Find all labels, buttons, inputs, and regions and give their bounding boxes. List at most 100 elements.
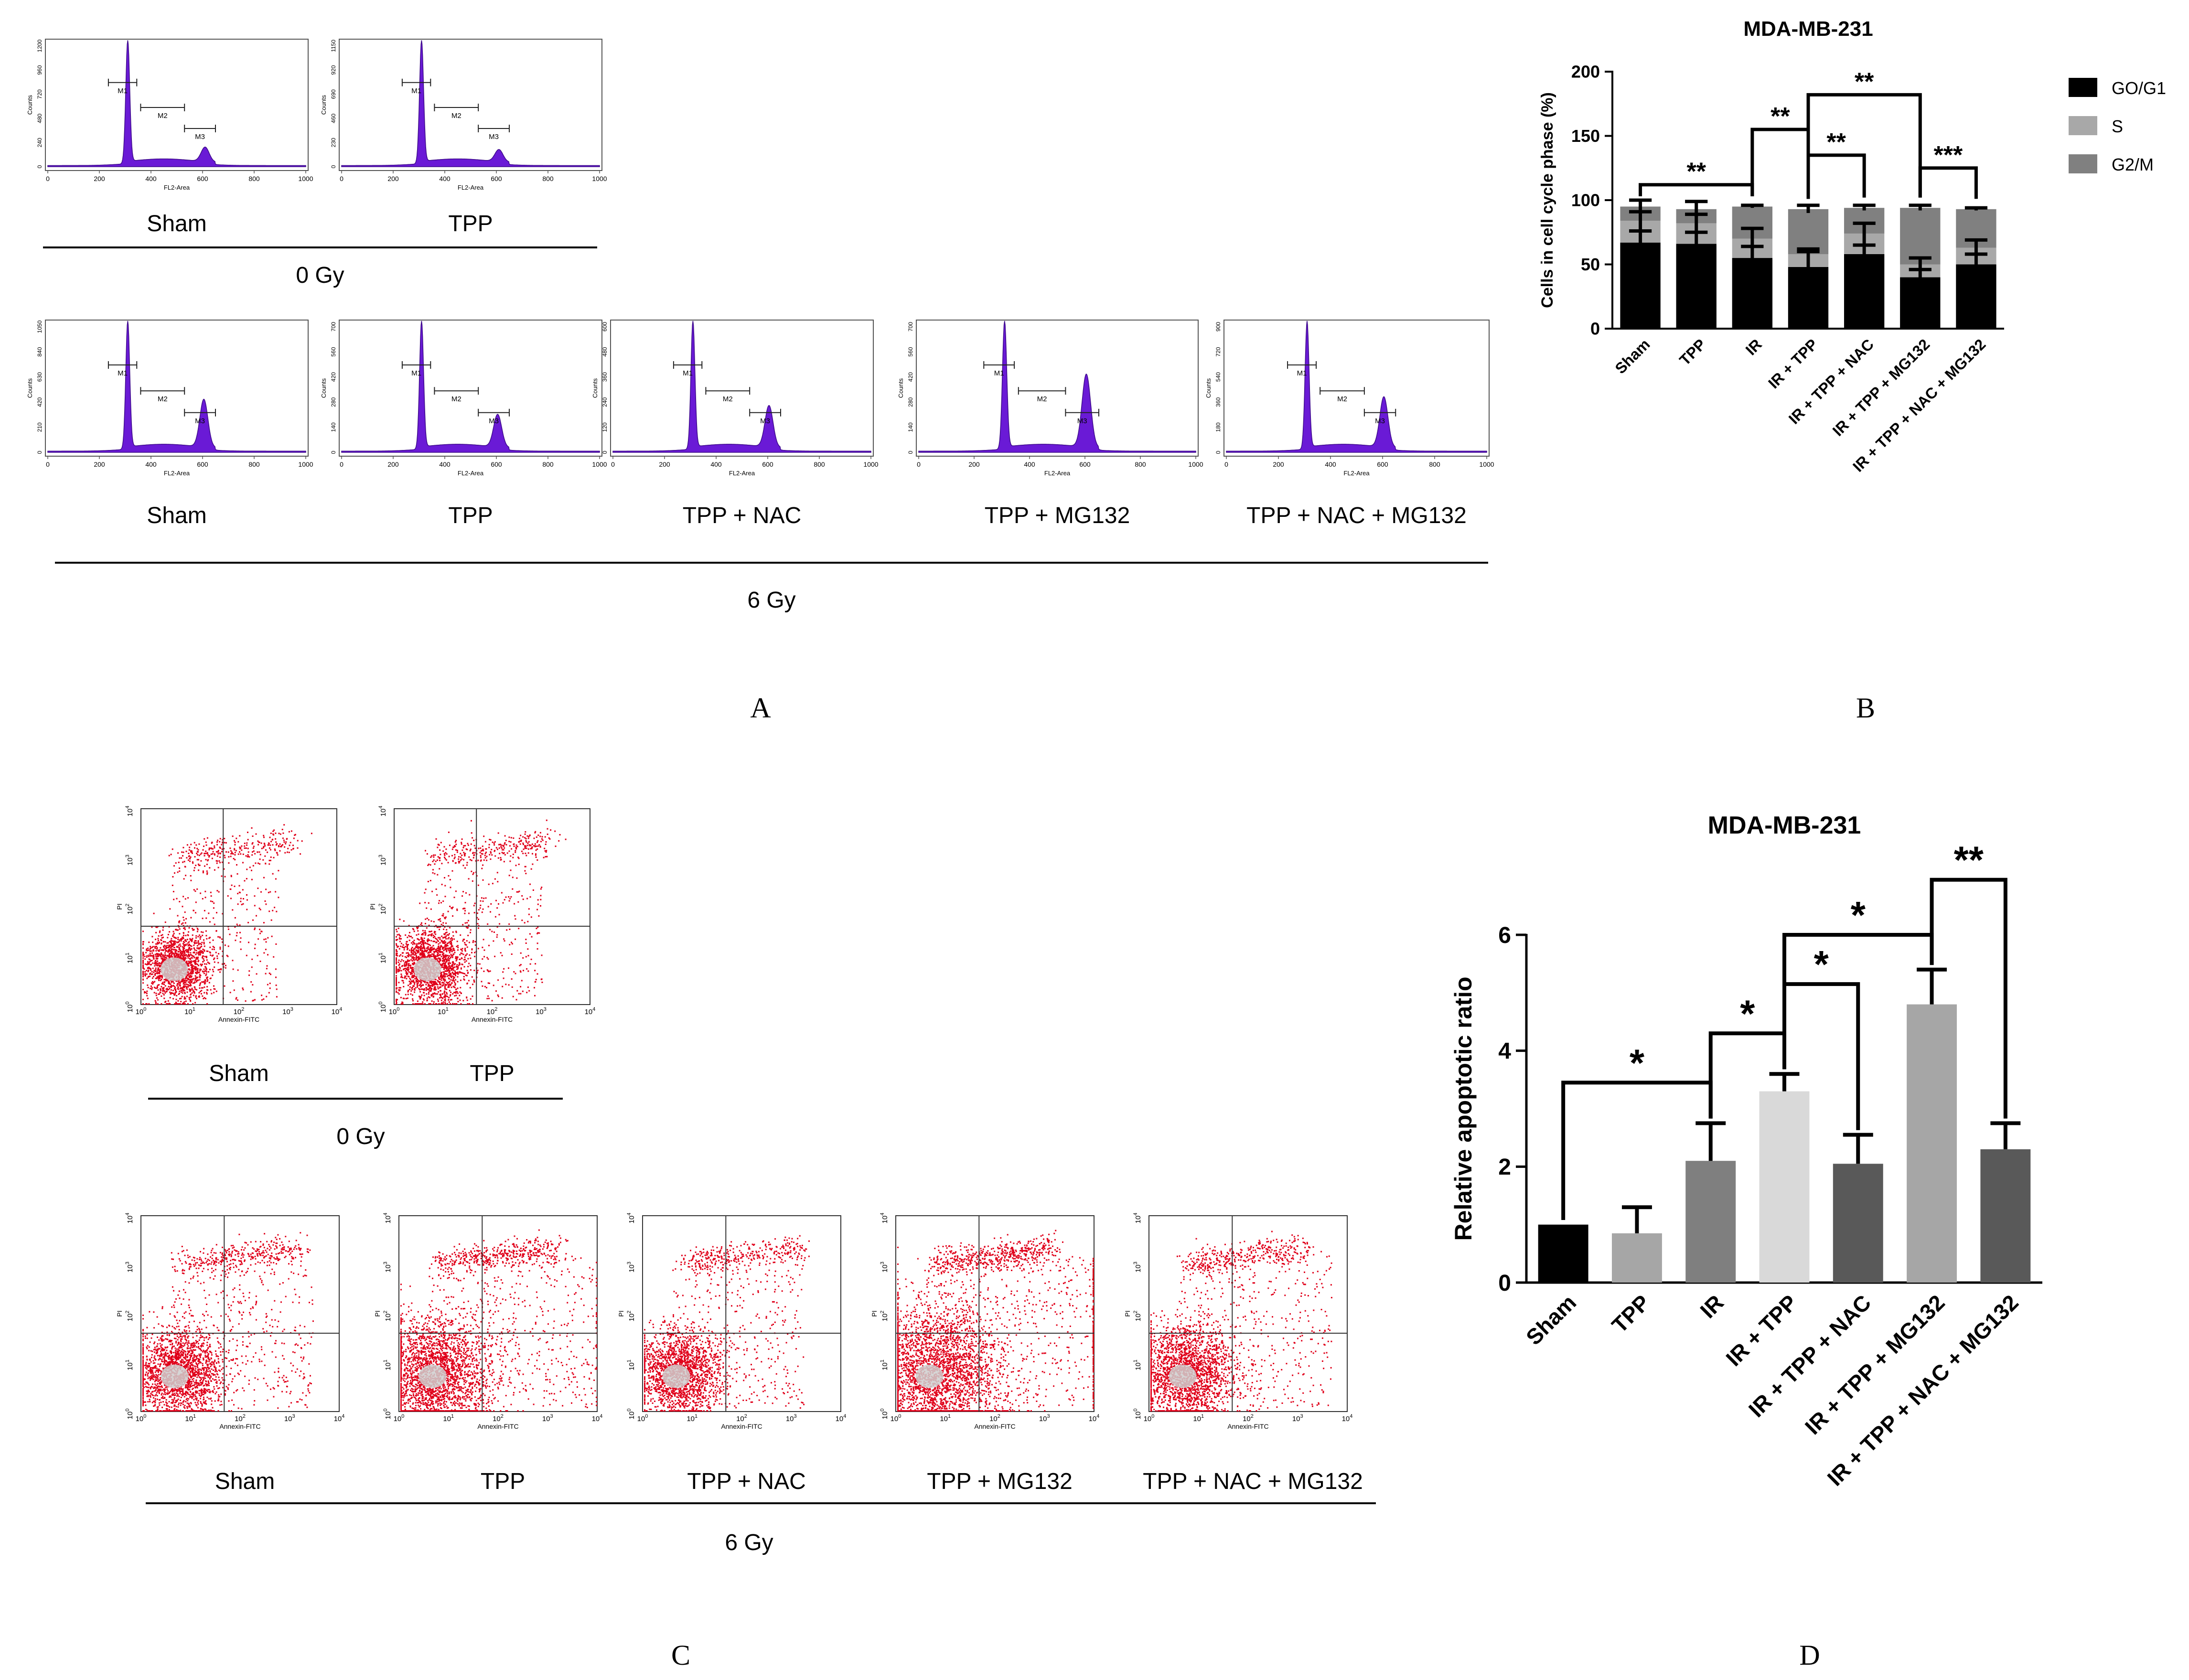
y-tick-label: 420 bbox=[330, 372, 337, 382]
tick-base: 10 bbox=[628, 1362, 636, 1370]
tick-exponent: 3 bbox=[292, 1413, 295, 1419]
x-axis-label: Annexin-FITC bbox=[721, 1423, 762, 1430]
y-tick-label: 720 bbox=[36, 89, 43, 99]
tick-base: 10 bbox=[1193, 1415, 1201, 1423]
tick-base: 10 bbox=[637, 1415, 645, 1423]
y-tick-label: 101 bbox=[125, 1359, 134, 1370]
x-axis-label: FL2-Area bbox=[1343, 470, 1370, 477]
gate-marker-label: M2 bbox=[723, 395, 733, 403]
gate-marker-label: M3 bbox=[195, 417, 205, 425]
x-axis-label: FL2-Area bbox=[458, 184, 484, 191]
gate-marker-label: M1 bbox=[411, 369, 421, 377]
y-tick-label: 480 bbox=[601, 347, 608, 356]
gate-marker-label: M2 bbox=[1037, 395, 1047, 403]
y-tick-label: 100 bbox=[880, 1409, 889, 1420]
tick-base: 10 bbox=[1342, 1415, 1350, 1423]
x-axis-label: FL2-Area bbox=[164, 470, 190, 477]
tick-base: 10 bbox=[438, 1008, 446, 1016]
x-axis-label: Annexin-FITC bbox=[477, 1423, 518, 1430]
x-tick-label: 102 bbox=[989, 1413, 1000, 1423]
x-tick-label: 200 bbox=[387, 460, 399, 468]
significance-label: * bbox=[1740, 992, 1755, 1035]
y-axis-label: Counts bbox=[26, 95, 33, 115]
y-tick-label: 920 bbox=[330, 65, 337, 75]
x-tick-label: 800 bbox=[1429, 460, 1440, 468]
y-axis-label: Counts bbox=[26, 378, 33, 398]
tick-base: 10 bbox=[1134, 1264, 1142, 1273]
y-tick-label: 101 bbox=[378, 952, 387, 963]
tick-base: 10 bbox=[379, 1005, 387, 1013]
tick-base: 10 bbox=[891, 1415, 899, 1423]
tick-exponent: 4 bbox=[125, 1213, 130, 1216]
x-tick-label: 200 bbox=[387, 175, 399, 182]
tick-exponent: 2 bbox=[998, 1413, 1000, 1419]
y-tick-label: 720 bbox=[1215, 347, 1222, 356]
y-tick-label: 0 bbox=[1215, 450, 1222, 454]
tick-base: 10 bbox=[234, 1008, 242, 1016]
tick-exponent: 3 bbox=[125, 1262, 130, 1264]
histogram-3: 0 200 400 600 800 1000 FL2-Area 0 140 280 420 560 70… bbox=[320, 320, 607, 528]
bar-segment-gog1 bbox=[1620, 242, 1661, 329]
dotplot-0: 100100101101102102103103104104Annexin-FI… bbox=[116, 806, 342, 1086]
tick-base: 10 bbox=[394, 1415, 402, 1423]
x-tick-label: 101 bbox=[184, 1006, 195, 1016]
x-tick-label: 103 bbox=[282, 1006, 293, 1016]
x-tick-label: 0 bbox=[1224, 460, 1228, 468]
tick-base: 10 bbox=[536, 1008, 544, 1016]
tick-base: 10 bbox=[1134, 1362, 1142, 1370]
x-tick-label: 103 bbox=[1292, 1413, 1303, 1423]
x-tick-label: 600 bbox=[491, 175, 502, 182]
y-tick-label: 560 bbox=[907, 347, 914, 356]
y-tick-label: 104 bbox=[125, 806, 134, 817]
dotplot-dense-core bbox=[1169, 1364, 1197, 1388]
tick-base: 10 bbox=[126, 907, 134, 915]
histogram-5: 0 200 400 600 800 1000 FL2-Area 0 140 280 420 560 70… bbox=[897, 320, 1203, 528]
histogram-frame bbox=[45, 39, 309, 171]
y-tick-label: 100 bbox=[125, 1002, 134, 1013]
tick-exponent: 1 bbox=[451, 1413, 454, 1419]
tick-base: 10 bbox=[881, 1264, 889, 1273]
legend-label: S bbox=[2112, 117, 2123, 136]
tick-base: 10 bbox=[628, 1216, 636, 1224]
x-tick-label: 100 bbox=[891, 1413, 901, 1423]
x-tick-label: 104 bbox=[836, 1413, 847, 1423]
bar-segment-gog1 bbox=[1844, 254, 1885, 329]
bar-segment-g2m bbox=[1900, 208, 1941, 265]
tick-base: 10 bbox=[1292, 1415, 1300, 1423]
histogram-6: 0 200 400 600 800 1000 FL2-Area 0 180 360 540 720 90… bbox=[1205, 320, 1494, 528]
x-tick-label: 800 bbox=[542, 175, 554, 182]
tick-exponent: 4 bbox=[339, 1006, 342, 1012]
tick-exponent: 0 bbox=[645, 1413, 648, 1419]
panel-c-annexin-dotplots: 100100101101102102103103104104Annexin-FI… bbox=[116, 806, 1363, 1494]
dotplot-2: 100100101101102102103103104104Annexin-FI… bbox=[116, 1213, 344, 1494]
tick-exponent: 4 bbox=[600, 1413, 602, 1419]
y-tick-label: 101 bbox=[125, 952, 134, 963]
significance-label: * bbox=[1851, 894, 1866, 936]
tick-base: 10 bbox=[786, 1415, 794, 1423]
tick-exponent: 0 bbox=[898, 1413, 901, 1419]
x-tick-label: 400 bbox=[1024, 460, 1035, 468]
tick-base: 10 bbox=[284, 1415, 292, 1423]
tick-exponent: 4 bbox=[880, 1213, 885, 1216]
x-tick-label: 1000 bbox=[298, 460, 313, 468]
tick-exponent: 4 bbox=[125, 806, 130, 809]
significance-bracket bbox=[1806, 93, 1922, 199]
tick-exponent: 4 bbox=[843, 1413, 846, 1419]
tick-exponent: 0 bbox=[143, 1006, 146, 1012]
dotplot-dense-core bbox=[418, 1364, 447, 1388]
histogram-trace bbox=[341, 40, 600, 167]
x-tick-label: 400 bbox=[439, 175, 451, 182]
gate-marker-label: M1 bbox=[118, 87, 128, 95]
significance-label: ** bbox=[1771, 103, 1790, 130]
y-tick-label: 150 bbox=[1571, 126, 1600, 146]
y-tick-label: 0 bbox=[601, 450, 608, 454]
x-tick-label: 600 bbox=[491, 460, 502, 468]
y-tick-label: 101 bbox=[1133, 1359, 1142, 1370]
tick-exponent: 3 bbox=[1047, 1413, 1050, 1419]
y-tick-label: 280 bbox=[330, 397, 337, 407]
significance-label: ** bbox=[1855, 68, 1874, 96]
tick-exponent: 0 bbox=[1151, 1413, 1154, 1419]
y-tick-label: 1150 bbox=[330, 40, 337, 52]
tick-exponent: 1 bbox=[880, 1359, 885, 1362]
dotplot-events bbox=[142, 1232, 314, 1412]
